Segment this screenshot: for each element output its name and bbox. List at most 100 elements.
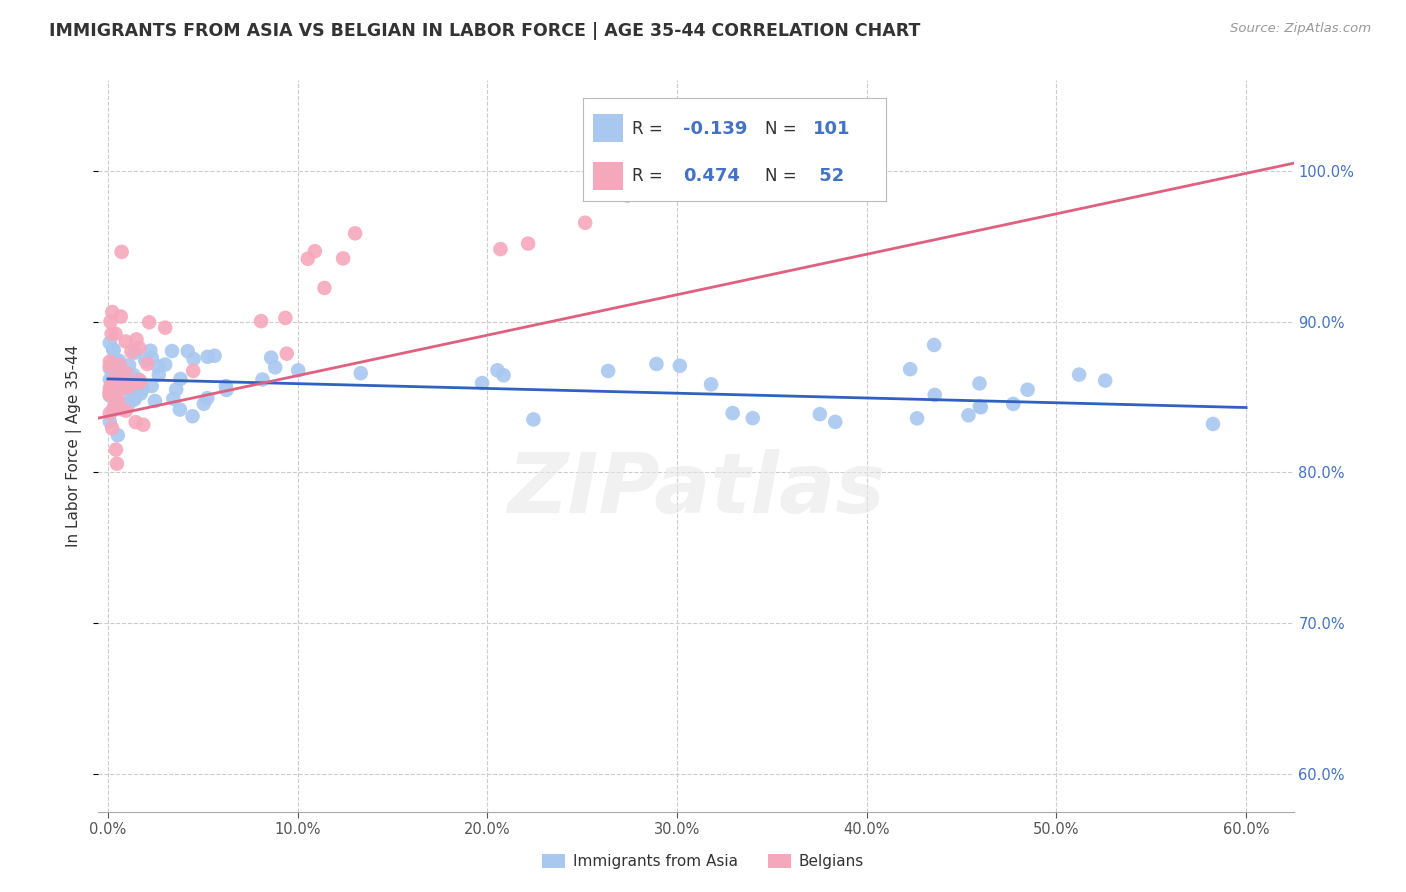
Point [287, 363, 309, 377]
Point [120, 389, 142, 403]
Point [522, 412, 544, 426]
Point [574, 216, 596, 230]
Point [110, 310, 132, 324]
Point [98, 372, 121, 386]
Point [332, 252, 354, 266]
Point [195, 391, 218, 405]
Point [128, 376, 150, 390]
Point [100, 362, 122, 376]
Point [165, 383, 187, 397]
Point [252, 372, 274, 386]
Point [110, 372, 132, 386]
Point [98, 335, 121, 350]
Point [114, 381, 136, 395]
Point [304, 244, 326, 259]
Point [1017, 383, 1039, 397]
Point [598, 173, 620, 187]
Point [103, 368, 125, 383]
Point [105, 365, 128, 379]
Point [107, 393, 129, 408]
Point [125, 415, 148, 429]
Point [138, 315, 160, 329]
Point [128, 341, 150, 355]
Point [104, 326, 127, 341]
Point [260, 351, 283, 365]
Point [169, 402, 191, 417]
Text: R =: R = [631, 120, 668, 138]
Point [924, 388, 946, 402]
Point [148, 368, 170, 382]
Point [486, 363, 509, 377]
Point [125, 332, 148, 346]
Point [117, 376, 139, 390]
Point [103, 362, 125, 376]
Point [110, 381, 132, 395]
Point [107, 380, 129, 394]
Point [124, 345, 146, 359]
Point [107, 378, 129, 392]
Point [111, 372, 134, 386]
Point [668, 359, 690, 373]
Point [141, 351, 163, 365]
Text: R =: R = [631, 167, 668, 185]
Point [898, 362, 921, 376]
Point [517, 236, 540, 251]
Point [139, 343, 162, 358]
Point [112, 372, 135, 386]
Point [98, 388, 121, 402]
Point [1094, 374, 1116, 388]
Point [489, 242, 512, 256]
Point [118, 358, 141, 372]
Point [922, 338, 945, 352]
Point [204, 349, 226, 363]
Point [122, 391, 145, 405]
Point [297, 252, 319, 266]
Y-axis label: In Labor Force | Age 35-44: In Labor Force | Age 35-44 [66, 345, 83, 547]
Point [177, 344, 200, 359]
Point [115, 366, 138, 380]
Point [471, 376, 494, 390]
Point [129, 386, 152, 401]
Text: N =: N = [765, 167, 801, 185]
Point [122, 368, 145, 382]
Point [193, 397, 215, 411]
Text: IMMIGRANTS FROM ASIA VS BELGIAN IN LABOR FORCE | AGE 35-44 CORRELATION CHART: IMMIGRANTS FROM ASIA VS BELGIAN IN LABOR… [49, 22, 921, 40]
Point [98, 361, 121, 376]
Point [645, 357, 668, 371]
Point [134, 353, 156, 368]
Point [110, 365, 132, 379]
Point [721, 406, 744, 420]
Point [1002, 397, 1025, 411]
Point [108, 358, 131, 372]
Point [101, 378, 124, 392]
Point [143, 394, 166, 409]
Point [146, 359, 169, 374]
Point [103, 343, 125, 357]
Point [101, 384, 124, 398]
Point [107, 356, 129, 370]
Point [98, 406, 121, 420]
Point [169, 372, 191, 386]
Point [344, 227, 367, 241]
Text: -0.139: -0.139 [683, 120, 748, 138]
Point [492, 368, 515, 383]
Point [104, 365, 127, 379]
Text: 0.474: 0.474 [683, 167, 740, 185]
Point [136, 357, 159, 371]
Point [98, 354, 121, 368]
Point [105, 360, 128, 375]
Point [215, 379, 238, 393]
Point [110, 402, 132, 417]
Point [128, 373, 150, 387]
Point [98, 386, 121, 401]
Point [98, 359, 121, 374]
FancyBboxPatch shape [592, 113, 623, 142]
Point [276, 346, 298, 360]
Point [153, 358, 176, 372]
Point [141, 379, 163, 393]
Point [160, 344, 183, 359]
Point [103, 343, 125, 357]
Point [101, 421, 124, 435]
Point [616, 188, 638, 202]
Point [215, 383, 238, 397]
